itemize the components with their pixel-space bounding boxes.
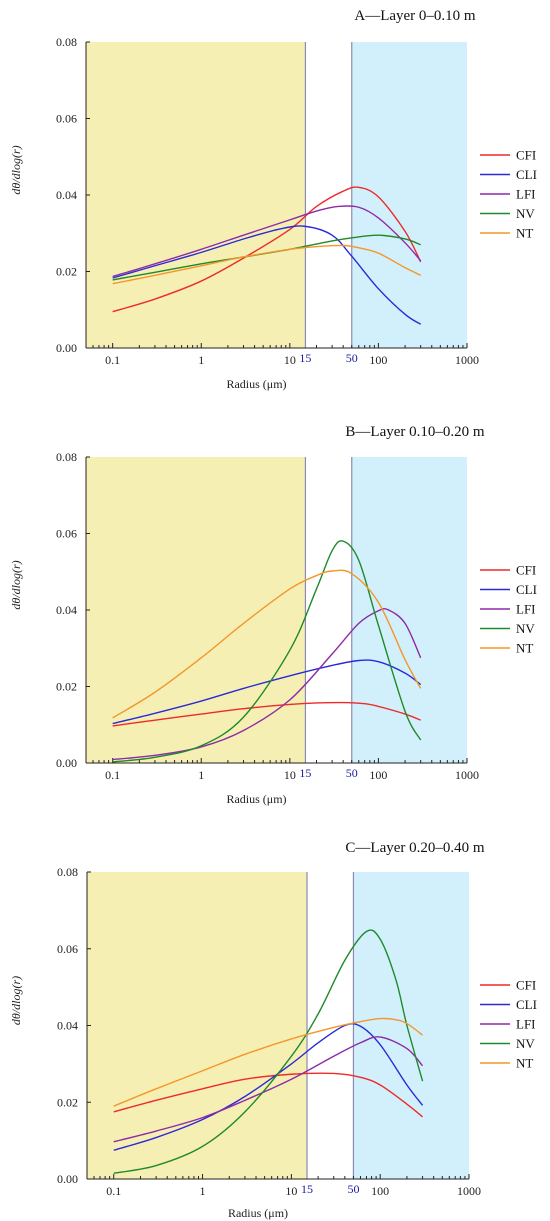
legend-label: CFI <box>516 148 536 163</box>
series-line-nv <box>112 234 421 281</box>
boundary-label: 15 <box>301 1182 313 1196</box>
y-tick-label: 0.08 <box>57 865 78 879</box>
legend-label: NT <box>516 641 533 656</box>
series-line-nt <box>112 569 422 719</box>
legend-label: LFI <box>516 602 536 617</box>
legend-label: NV <box>516 621 535 636</box>
legend-label: NT <box>516 226 533 241</box>
y-axis-label: dθ/dlog(r) <box>9 560 23 609</box>
series-line-cfi <box>112 186 422 313</box>
x-axis-label: Radius (μm) <box>228 1206 288 1220</box>
x-axis-label: Radius (μm) <box>226 377 286 391</box>
y-tick-label: 0.04 <box>57 1019 78 1033</box>
x-tick-label: 0.1 <box>106 1184 121 1198</box>
legend-label: NT <box>516 1056 533 1071</box>
shaded-region <box>353 872 469 1179</box>
y-tick-label: 0.06 <box>56 527 77 541</box>
y-tick-label: 0.04 <box>56 603 77 617</box>
x-tick-label: 10 <box>284 768 296 782</box>
y-tick-label: 0.06 <box>57 942 78 956</box>
legend-label: CFI <box>516 563 536 578</box>
boundary-label: 15 <box>299 351 311 365</box>
series-line-cli <box>112 225 422 325</box>
series-line-nt <box>113 1017 423 1107</box>
legend-label: CFI <box>516 978 536 993</box>
series-line-nv <box>113 929 424 1174</box>
x-tick-label: 1000 <box>455 353 479 367</box>
legend-label: LFI <box>516 187 536 202</box>
shaded-region <box>87 872 308 1179</box>
y-tick-label: 0.00 <box>56 341 77 355</box>
boundary-label: 50 <box>346 766 358 780</box>
x-tick-label: 1 <box>198 353 204 367</box>
x-tick-label: 10 <box>285 1184 297 1198</box>
series-line-cfi <box>112 701 421 727</box>
y-tick-label: 0.06 <box>56 112 77 126</box>
boundary-label: 50 <box>347 1182 359 1196</box>
x-axis-label: Radius (μm) <box>226 792 286 806</box>
boundary-label: 15 <box>299 766 311 780</box>
series-line-cli <box>112 659 422 725</box>
shaded-region <box>351 42 467 348</box>
series-line-nt <box>112 244 421 285</box>
series-line-lfi <box>113 1036 424 1143</box>
x-tick-label: 10 <box>284 353 296 367</box>
chart-title: A—Layer 0–0.10 m <box>354 8 476 24</box>
y-axis-label: dθ/dlog(r) <box>9 976 23 1025</box>
series-line-lfi <box>112 205 422 278</box>
x-tick-label: 0.1 <box>105 768 120 782</box>
x-tick-label: 1000 <box>455 768 479 782</box>
y-tick-label: 0.02 <box>56 265 77 279</box>
legend-label: LFI <box>516 1017 536 1032</box>
y-tick-label: 0.08 <box>56 35 77 49</box>
x-tick-label: 100 <box>369 353 387 367</box>
y-tick-label: 0.00 <box>57 1172 78 1186</box>
chart-title: C—Layer 0.20–0.40 m <box>345 840 484 856</box>
x-tick-label: 0.1 <box>105 353 120 367</box>
y-tick-label: 0.08 <box>56 450 77 464</box>
legend-label: CLI <box>516 167 537 182</box>
legend-label: NV <box>516 206 535 221</box>
series-line-cfi <box>113 1072 424 1118</box>
legend-label: CLI <box>516 997 537 1012</box>
shaded-region <box>351 457 467 763</box>
y-tick-label: 0.04 <box>56 188 77 202</box>
x-tick-label: 1 <box>200 1184 206 1198</box>
series-line-nv <box>112 540 422 763</box>
y-axis-label: dθ/dlog(r) <box>9 145 23 194</box>
chart-panel-1: 15 50 0.00 0.02 0.04 0.06 0.08 0.1 1 10 100 1000 Rad… <box>9 8 537 391</box>
legend-label: NV <box>516 1036 535 1051</box>
series-line-cli <box>113 1022 424 1151</box>
x-tick-label: 100 <box>369 768 387 782</box>
x-tick-label: 1000 <box>457 1184 481 1198</box>
y-tick-label: 0.00 <box>56 756 77 770</box>
shaded-region <box>86 42 306 348</box>
x-tick-label: 100 <box>371 1184 389 1198</box>
chart-title: B—Layer 0.10–0.20 m <box>345 424 484 440</box>
shaded-region <box>86 457 306 763</box>
boundary-label: 50 <box>346 351 358 365</box>
chart-panel-3: 15 50 0.00 0.02 0.04 0.06 0.08 0.1 1 10 100 1000 Rad… <box>9 840 537 1220</box>
legend-label: CLI <box>516 582 537 597</box>
chart-panel-2: 15 50 0.00 0.02 0.04 0.06 0.08 0.1 1 10 100 1000 Rad… <box>9 424 537 806</box>
y-tick-label: 0.02 <box>56 680 77 694</box>
x-tick-label: 1 <box>198 768 204 782</box>
y-tick-label: 0.02 <box>57 1095 78 1109</box>
